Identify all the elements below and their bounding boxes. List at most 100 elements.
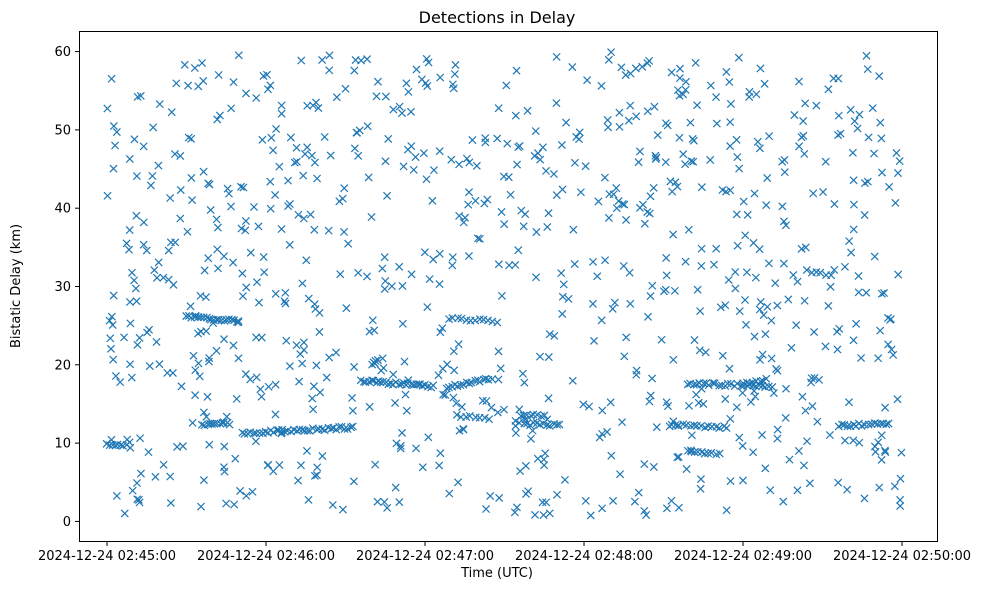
data-point-633 bbox=[758, 350, 767, 359]
data-point-1033 bbox=[881, 448, 890, 457]
data-point-359 bbox=[675, 133, 684, 142]
data-point-634 bbox=[863, 177, 872, 186]
data-point-707 bbox=[645, 397, 654, 406]
data-point-784 bbox=[662, 504, 671, 513]
data-point-529 bbox=[790, 111, 799, 120]
data-point-714 bbox=[497, 291, 506, 300]
data-point-270 bbox=[734, 53, 743, 62]
data-point-1081 bbox=[133, 92, 142, 101]
data-point-125 bbox=[481, 374, 490, 383]
data-point-930 bbox=[693, 101, 702, 110]
data-point-298 bbox=[215, 111, 224, 120]
data-point-856 bbox=[205, 440, 214, 449]
data-point-942 bbox=[139, 240, 148, 249]
data-point-1127 bbox=[552, 99, 561, 108]
data-point-1055 bbox=[814, 375, 824, 384]
data-point-469 bbox=[562, 118, 571, 127]
data-point-1036 bbox=[824, 301, 833, 310]
data-point-1013 bbox=[620, 200, 629, 209]
data-point-283 bbox=[836, 129, 845, 138]
data-point-552 bbox=[454, 478, 463, 487]
data-point-572 bbox=[449, 347, 458, 356]
data-point-284 bbox=[395, 262, 404, 271]
data-point-431 bbox=[454, 340, 463, 349]
data-point-444 bbox=[686, 118, 695, 127]
data-point-884 bbox=[272, 124, 281, 133]
data-point-630 bbox=[332, 348, 341, 357]
data-point-840 bbox=[756, 297, 765, 307]
data-point-203 bbox=[710, 379, 719, 388]
data-point-955 bbox=[168, 368, 177, 378]
data-point-131 bbox=[457, 314, 466, 323]
data-point-737 bbox=[725, 78, 734, 87]
data-point-858 bbox=[834, 74, 843, 83]
data-point-504 bbox=[310, 158, 319, 167]
data-point-549 bbox=[249, 202, 258, 212]
data-point-227 bbox=[756, 377, 765, 386]
data-point-727 bbox=[612, 184, 621, 193]
data-point-796 bbox=[109, 355, 118, 364]
data-point-1035 bbox=[133, 340, 142, 349]
data-point-985 bbox=[800, 296, 809, 305]
data-point-824 bbox=[436, 449, 445, 458]
data-point-53 bbox=[269, 428, 278, 437]
data-point-789 bbox=[259, 252, 268, 262]
data-point-419 bbox=[152, 337, 161, 346]
data-point-618 bbox=[843, 485, 852, 494]
data-point-483 bbox=[877, 455, 886, 464]
data-point-609 bbox=[320, 132, 329, 141]
data-point-355 bbox=[874, 354, 883, 363]
data-point-598 bbox=[142, 246, 151, 255]
data-point-474 bbox=[511, 428, 520, 438]
data-point-971 bbox=[351, 56, 360, 65]
data-point-433 bbox=[834, 478, 843, 487]
data-point-414 bbox=[758, 430, 767, 439]
data-point-550 bbox=[885, 182, 894, 191]
data-point-78 bbox=[340, 424, 349, 434]
data-point-427 bbox=[187, 134, 196, 143]
data-point-938 bbox=[176, 151, 185, 160]
data-point-733 bbox=[742, 268, 751, 277]
data-point-989 bbox=[604, 123, 613, 132]
data-point-993 bbox=[350, 66, 359, 75]
data-point-1059 bbox=[763, 174, 772, 183]
data-point-1094 bbox=[568, 63, 577, 72]
data-point-795 bbox=[681, 160, 690, 169]
data-point-924 bbox=[486, 491, 495, 501]
data-point-443 bbox=[826, 282, 835, 291]
data-point-622 bbox=[877, 431, 886, 440]
data-point-925 bbox=[325, 51, 334, 60]
data-point-621 bbox=[741, 295, 750, 305]
data-point-713 bbox=[620, 352, 629, 361]
data-point-508 bbox=[778, 202, 787, 211]
data-point-322 bbox=[674, 452, 683, 461]
data-point-567 bbox=[212, 346, 221, 355]
data-point-1057 bbox=[166, 193, 175, 203]
data-point-625 bbox=[887, 345, 896, 354]
data-point-582 bbox=[214, 70, 223, 79]
data-point-635 bbox=[560, 475, 569, 484]
data-point-337 bbox=[236, 182, 246, 191]
data-point-877 bbox=[365, 327, 374, 336]
data-point-957 bbox=[635, 147, 645, 156]
data-point-410 bbox=[230, 500, 239, 509]
data-point-669 bbox=[699, 399, 708, 408]
data-point-916 bbox=[896, 474, 905, 483]
data-point-350 bbox=[513, 160, 522, 169]
data-point-199 bbox=[699, 379, 708, 388]
data-point-391 bbox=[448, 261, 457, 270]
data-point-903 bbox=[151, 472, 160, 481]
data-point-1126 bbox=[213, 223, 222, 232]
data-point-1006 bbox=[257, 392, 266, 401]
data-point-752 bbox=[616, 470, 625, 479]
data-point-1004 bbox=[370, 326, 379, 335]
data-point-265 bbox=[735, 307, 744, 316]
data-point-1031 bbox=[365, 402, 374, 411]
data-point-615 bbox=[726, 142, 735, 151]
data-point-597 bbox=[716, 303, 725, 312]
data-point-781 bbox=[451, 60, 460, 69]
data-point-155 bbox=[540, 411, 549, 420]
data-point-491 bbox=[511, 111, 520, 120]
data-point-478 bbox=[436, 73, 445, 82]
data-point-479 bbox=[801, 243, 810, 252]
